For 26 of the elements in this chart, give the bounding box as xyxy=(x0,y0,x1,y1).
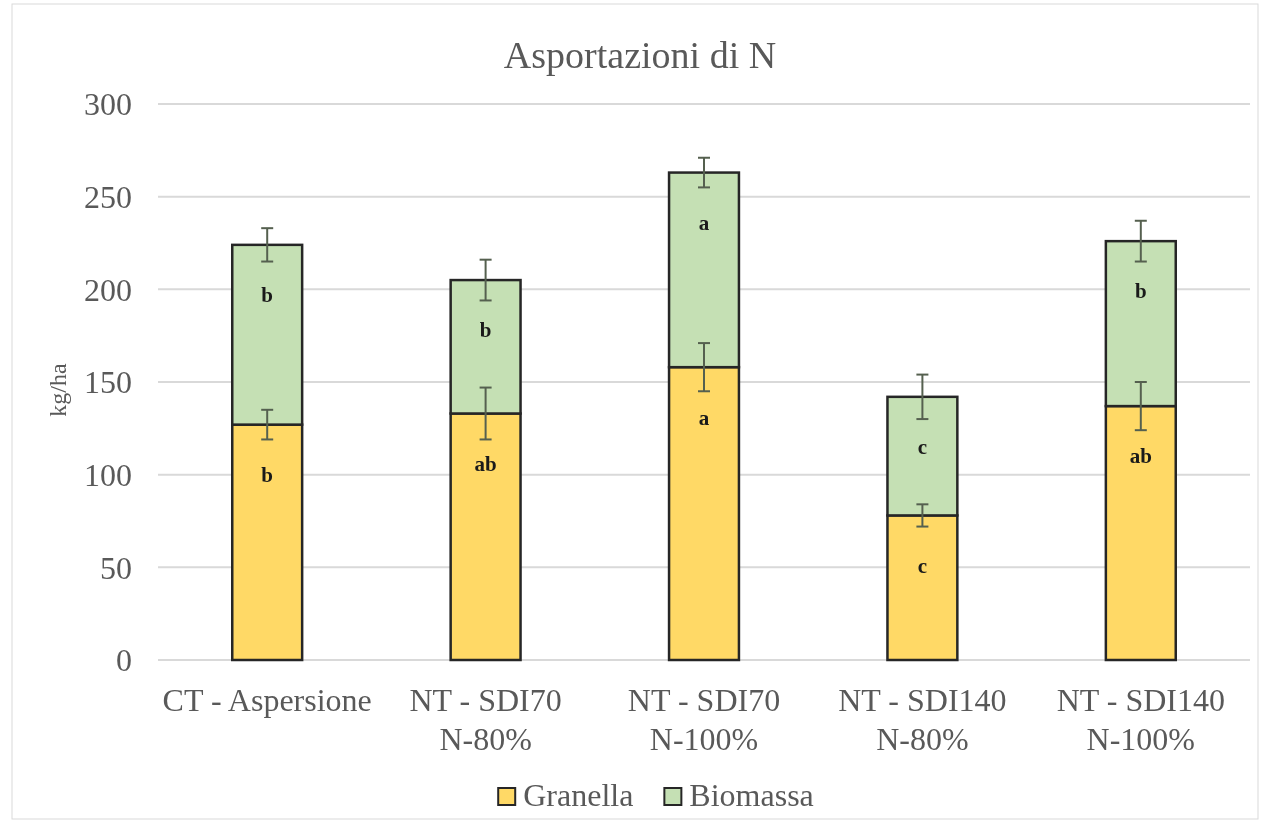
y-tick-label: 300 xyxy=(84,86,132,123)
data-label: ab xyxy=(474,451,497,476)
data-label: c xyxy=(917,435,928,460)
data-label: a xyxy=(698,405,710,430)
x-tick-label: NT - SDI140 N-100% xyxy=(1056,682,1225,757)
y-tick-label: 250 xyxy=(84,178,132,215)
data-label: a xyxy=(698,210,710,235)
chart-title: Asportazioni di N xyxy=(503,34,777,76)
y-axis-title: kg/ha xyxy=(45,363,71,417)
x-tick-label: NT - SDI70 N-80% xyxy=(409,682,562,757)
x-tick-label: CT - Aspersione xyxy=(162,682,372,718)
data-label: ab xyxy=(1129,444,1152,469)
y-tick-label: 0 xyxy=(116,642,132,679)
y-tick-label: 150 xyxy=(84,364,132,401)
y-tick-label: 200 xyxy=(84,271,132,308)
data-label: c xyxy=(917,553,928,578)
legend-label: Granella xyxy=(523,777,634,813)
y-tick-label: 100 xyxy=(84,456,132,493)
legend-label: Biomassa xyxy=(689,777,814,813)
data-label: b xyxy=(479,318,492,343)
x-tick-label: NT - SDI140 N-80% xyxy=(838,682,1007,757)
data-label: b xyxy=(261,283,274,308)
data-label: b xyxy=(1134,279,1147,304)
data-label: b xyxy=(261,462,274,487)
y-tick-label: 50 xyxy=(100,549,132,586)
x-tick-label: NT - SDI70 N-100% xyxy=(627,682,781,757)
